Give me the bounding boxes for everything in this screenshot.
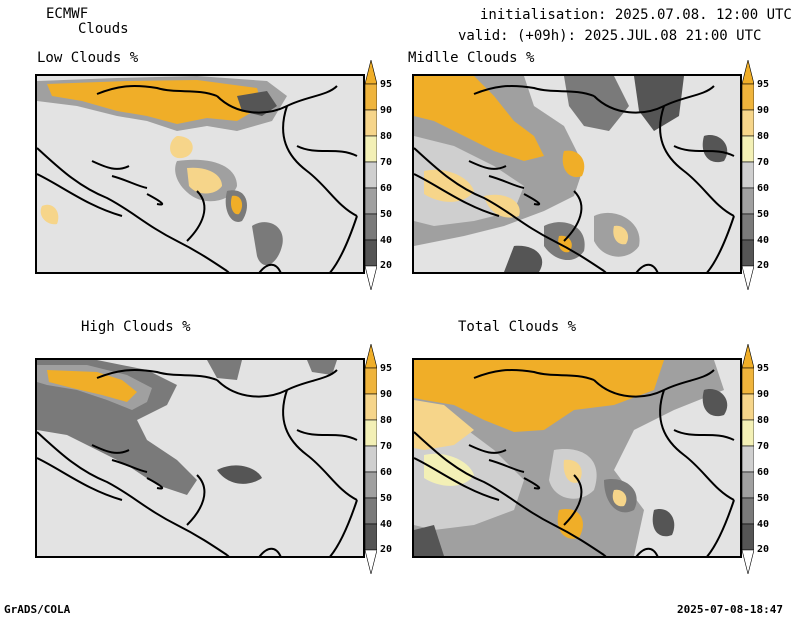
footer-timestamp: 2025-07-08-18:47 <box>677 603 783 616</box>
cbar-mid-50: 50 <box>757 209 770 220</box>
map-total-clouds[interactable] <box>412 358 742 558</box>
cbar-total-40: 40 <box>757 519 770 530</box>
cbar-high-90: 90 <box>380 389 393 400</box>
cbar-high-95: 95 <box>380 363 393 374</box>
map-low-clouds[interactable] <box>35 74 365 274</box>
panel-title-high: High Clouds % <box>81 319 191 335</box>
cbar-mid-80: 80 <box>757 131 770 142</box>
cbar-low-20: 20 <box>380 260 393 271</box>
cbar-total-90: 90 <box>757 389 770 400</box>
init-time: initialisation: 2025.07.08. 12:00 UTC <box>480 7 792 23</box>
colorbar-low <box>365 60 377 290</box>
panel-title-low: Low Clouds % <box>37 50 139 66</box>
model-label: ECMWF <box>46 6 89 22</box>
panel-title-middle: Midlle Clouds % <box>408 50 535 66</box>
cbar-high-20: 20 <box>380 544 393 555</box>
colorbar-middle <box>742 60 754 290</box>
cbar-total-50: 50 <box>757 493 770 504</box>
cbar-mid-95: 95 <box>757 79 770 90</box>
cbar-mid-20: 20 <box>757 260 770 271</box>
colorbar-high <box>365 344 377 574</box>
cbar-low-50: 50 <box>380 209 393 220</box>
cbar-high-60: 60 <box>380 467 393 478</box>
cbar-low-80: 80 <box>380 131 393 142</box>
cbar-total-80: 80 <box>757 415 770 426</box>
cbar-high-50: 50 <box>380 493 393 504</box>
cbar-total-20: 20 <box>757 544 770 555</box>
cbar-total-60: 60 <box>757 467 770 478</box>
cbar-total-95: 95 <box>757 363 770 374</box>
cbar-mid-60: 60 <box>757 183 770 194</box>
cbar-low-60: 60 <box>380 183 393 194</box>
footer-credit: GrADS/COLA <box>4 603 71 616</box>
map-high-clouds[interactable] <box>35 358 365 558</box>
cbar-mid-90: 90 <box>757 105 770 116</box>
cbar-low-40: 40 <box>380 235 393 246</box>
cbar-low-95: 95 <box>380 79 393 90</box>
cbar-low-90: 90 <box>380 105 393 116</box>
cbar-mid-40: 40 <box>757 235 770 246</box>
colorbar-total <box>742 344 754 574</box>
cbar-total-70: 70 <box>757 441 770 452</box>
valid-time: valid: (+09h): 2025.JUL.08 21:00 UTC <box>458 28 762 44</box>
panel-title-total: Total Clouds % <box>458 319 577 335</box>
cbar-high-40: 40 <box>380 519 393 530</box>
map-middle-clouds[interactable] <box>412 74 742 274</box>
product-label: Clouds <box>78 21 129 37</box>
cbar-low-70: 70 <box>380 157 393 168</box>
cbar-mid-70: 70 <box>757 157 770 168</box>
cbar-high-70: 70 <box>380 441 393 452</box>
cbar-high-80: 80 <box>380 415 393 426</box>
